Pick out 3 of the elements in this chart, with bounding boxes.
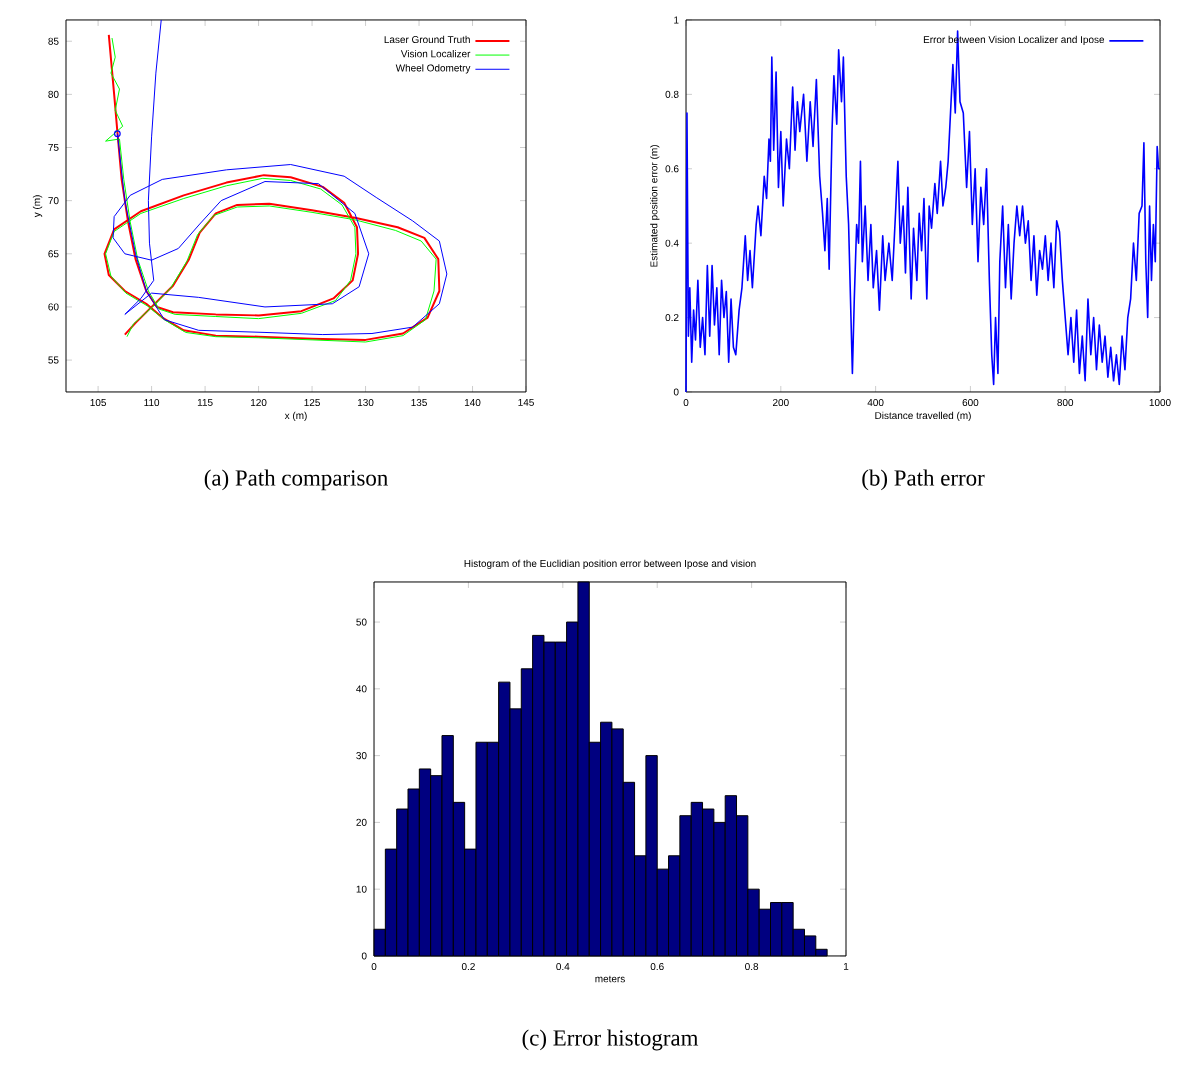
text: (b) Path error <box>862 469 985 491</box>
text: (c) Error histogram <box>522 1029 699 1051</box>
text: (a) Path comparison <box>204 469 388 491</box>
